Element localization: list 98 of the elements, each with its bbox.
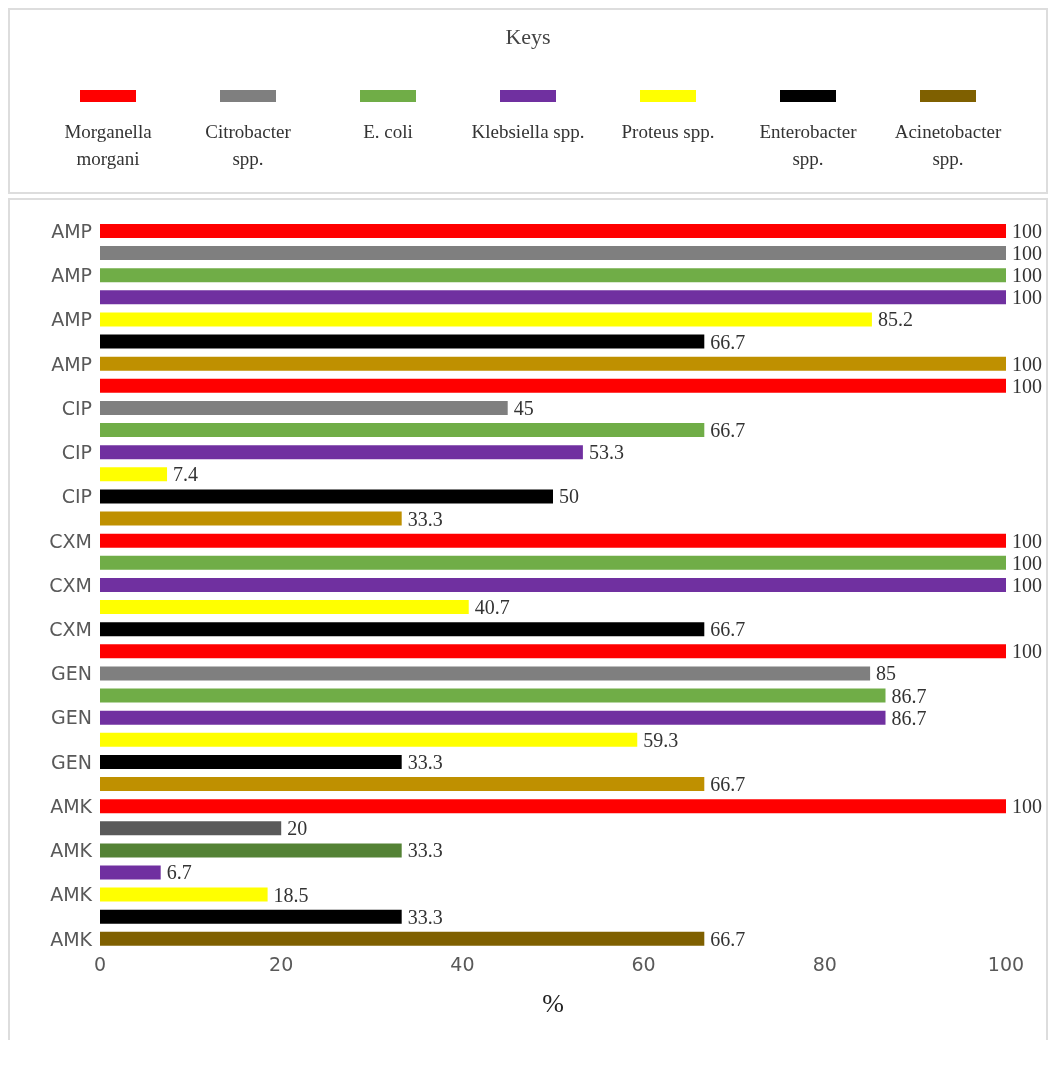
data-label: 100 bbox=[1012, 529, 1042, 552]
bar bbox=[100, 467, 168, 482]
data-label: 20 bbox=[287, 817, 308, 840]
bar bbox=[100, 777, 705, 792]
bar bbox=[100, 223, 1006, 238]
data-label: 100 bbox=[1012, 573, 1042, 596]
legend-label: Morganella morgani bbox=[63, 120, 153, 171]
y-tick-label: AMK bbox=[50, 839, 93, 862]
bar bbox=[100, 356, 1006, 371]
data-label: 33.3 bbox=[407, 839, 443, 862]
bar bbox=[100, 400, 508, 415]
data-label: 86.7 bbox=[891, 706, 927, 729]
bar bbox=[100, 754, 402, 769]
bar bbox=[100, 644, 1006, 659]
legend-label: Enterobacter spp. bbox=[758, 120, 858, 171]
data-label: 100 bbox=[1012, 352, 1042, 375]
data-label: 59.3 bbox=[643, 728, 679, 751]
y-tick-label: AMK bbox=[50, 927, 93, 950]
bar bbox=[100, 666, 871, 681]
x-tick-label: 20 bbox=[269, 953, 294, 976]
y-tick-label: GEN bbox=[51, 706, 92, 729]
bar bbox=[100, 378, 1006, 393]
data-label: 100 bbox=[1012, 640, 1042, 663]
y-tick-label: CXM bbox=[49, 529, 92, 552]
bar bbox=[100, 555, 1006, 570]
data-label: 53.3 bbox=[588, 441, 624, 464]
y-tick-label: CIP bbox=[61, 441, 92, 464]
legend-label: E. coli bbox=[363, 120, 413, 144]
data-label: 100 bbox=[1012, 242, 1042, 265]
y-tick-label: CXM bbox=[49, 573, 92, 596]
data-label: 100 bbox=[1012, 374, 1042, 397]
data-label: 7.4 bbox=[173, 463, 199, 486]
data-label: 100 bbox=[1012, 286, 1042, 309]
data-label: 66.7 bbox=[710, 330, 746, 353]
data-label: 100 bbox=[1012, 795, 1042, 818]
y-tick-label: AMP bbox=[51, 264, 92, 287]
y-tick-label: AMP bbox=[51, 352, 92, 375]
y-tick-label: AMK bbox=[50, 883, 93, 906]
data-label: 66.7 bbox=[710, 927, 746, 950]
x-axis-title: % bbox=[542, 989, 564, 1018]
bar bbox=[100, 909, 402, 924]
bar bbox=[100, 799, 1006, 814]
x-tick-label: 0 bbox=[93, 953, 107, 976]
legend-title: Keys bbox=[504, 24, 552, 50]
y-tick-label: AMP bbox=[51, 308, 92, 331]
bar bbox=[100, 511, 402, 526]
data-label: 86.7 bbox=[891, 684, 927, 707]
bar bbox=[100, 489, 553, 504]
bar bbox=[100, 423, 705, 438]
data-label: 100 bbox=[1012, 219, 1042, 242]
bar bbox=[100, 821, 282, 836]
data-label: 66.7 bbox=[710, 419, 746, 442]
x-tick-label: 100 bbox=[987, 953, 1025, 976]
y-tick-label: CIP bbox=[61, 485, 92, 508]
y-tick-label: AMK bbox=[50, 794, 93, 817]
x-tick-label: 40 bbox=[450, 953, 475, 976]
bar bbox=[100, 533, 1006, 548]
data-label: 66.7 bbox=[710, 773, 746, 796]
data-label: 100 bbox=[1012, 551, 1042, 574]
bar bbox=[100, 268, 1006, 283]
bar bbox=[100, 246, 1006, 261]
y-tick-label: CIP bbox=[61, 396, 92, 419]
data-label: 40.7 bbox=[474, 596, 510, 619]
bar bbox=[100, 732, 638, 747]
legend-label: Acinetobacter spp. bbox=[893, 120, 1003, 171]
bar bbox=[100, 843, 402, 858]
bar bbox=[100, 688, 886, 703]
bar bbox=[100, 290, 1006, 305]
y-tick-label: GEN bbox=[51, 662, 92, 685]
y-tick-label: AMP bbox=[51, 219, 92, 242]
data-label: 85.2 bbox=[877, 308, 913, 331]
bar bbox=[100, 334, 705, 349]
bar bbox=[100, 710, 886, 725]
bar bbox=[100, 312, 872, 327]
data-label: 100 bbox=[1012, 264, 1042, 287]
bar bbox=[100, 445, 583, 460]
data-label: 33.3 bbox=[407, 507, 443, 530]
data-label: 33.3 bbox=[407, 750, 443, 773]
data-label: 6.7 bbox=[166, 861, 192, 884]
bar bbox=[100, 622, 705, 637]
legend-label: Klebsiella spp. bbox=[471, 120, 585, 144]
x-tick-label: 80 bbox=[812, 953, 837, 976]
bar bbox=[100, 931, 705, 946]
x-tick-label: 60 bbox=[631, 953, 656, 976]
data-label: 45 bbox=[513, 396, 534, 419]
bar bbox=[100, 887, 268, 902]
data-label: 66.7 bbox=[710, 618, 746, 641]
bar bbox=[100, 577, 1006, 592]
y-tick-label: CXM bbox=[49, 617, 92, 640]
legend-label: Proteus spp. bbox=[621, 120, 715, 144]
legend-label: Citrobacter spp. bbox=[204, 120, 292, 171]
bar bbox=[100, 600, 469, 615]
bar bbox=[100, 865, 161, 880]
data-label: 33.3 bbox=[407, 905, 443, 928]
data-label: 85 bbox=[876, 662, 897, 685]
data-label: 50 bbox=[559, 485, 579, 508]
y-tick-label: GEN bbox=[51, 750, 92, 773]
data-label: 18.5 bbox=[273, 883, 309, 906]
